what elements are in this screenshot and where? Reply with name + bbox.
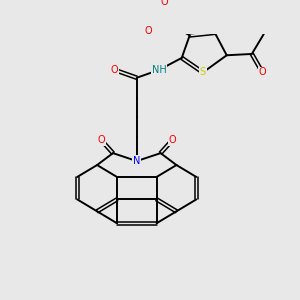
Text: N: N [133, 156, 140, 166]
Text: S: S [200, 68, 206, 77]
Text: O: O [161, 0, 168, 8]
Text: O: O [169, 135, 176, 145]
Text: O: O [145, 26, 152, 37]
Text: O: O [259, 68, 266, 77]
Text: NH: NH [152, 65, 167, 75]
Text: O: O [110, 65, 118, 75]
Text: O: O [97, 135, 105, 145]
